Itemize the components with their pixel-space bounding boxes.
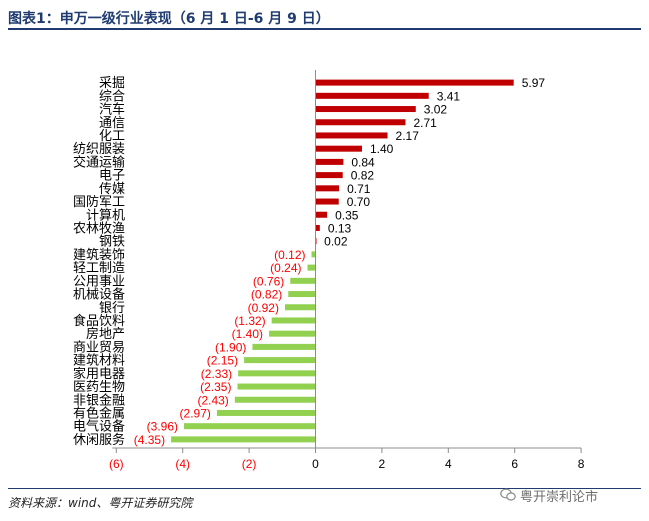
bar-value-label: 1.40 bbox=[370, 142, 394, 156]
bar-value-label: 0.82 bbox=[351, 169, 375, 183]
bar bbox=[315, 224, 320, 231]
category-label: 轻工制造 bbox=[73, 261, 125, 276]
bar bbox=[290, 277, 316, 284]
category-label: 农林牧渔 bbox=[73, 221, 125, 236]
category-label: 采掘 bbox=[99, 76, 125, 91]
bar bbox=[307, 264, 316, 271]
source-note: 资料来源：wind、粤开证券研究院 bbox=[8, 496, 193, 510]
bar-value-label: (1.40) bbox=[232, 327, 263, 341]
category-label: 商业贸易 bbox=[73, 340, 125, 355]
category-label: 传媒 bbox=[99, 182, 125, 197]
bar-value-label: (2.15) bbox=[207, 354, 238, 368]
bar-value-label: (4.35) bbox=[134, 433, 165, 447]
x-tick-label: (6) bbox=[109, 457, 124, 471]
category-label: 综合 bbox=[99, 89, 125, 104]
bar bbox=[315, 106, 416, 113]
category-label: 建筑装饰 bbox=[73, 247, 125, 263]
bar bbox=[315, 92, 429, 99]
title-bar: 图表1：申万一级行业表现（6 月 1 日-6 月 9 日） bbox=[8, 6, 641, 30]
bar bbox=[315, 145, 362, 152]
bar bbox=[269, 330, 316, 337]
x-tick-label: 8 bbox=[578, 457, 585, 471]
bar-value-label: 2.71 bbox=[413, 116, 437, 130]
bar-value-label: 0.71 bbox=[347, 182, 371, 196]
bar-value-label: (0.24) bbox=[270, 261, 301, 275]
bar bbox=[171, 436, 316, 443]
watermark: 粤开崇利论市 bbox=[500, 484, 598, 506]
bar-value-label: (2.33) bbox=[201, 367, 232, 381]
category-label: 钢铁 bbox=[99, 235, 125, 250]
category-label: 化工 bbox=[99, 129, 125, 144]
bar-value-label: 0.35 bbox=[335, 208, 359, 222]
category-label: 食品饮料 bbox=[73, 313, 125, 329]
category-label: 家用电器 bbox=[73, 366, 125, 382]
bar-value-label: 0.70 bbox=[347, 195, 371, 209]
bar bbox=[284, 304, 316, 311]
x-tick-label: 2 bbox=[379, 457, 386, 471]
bar-value-label: (2.43) bbox=[197, 393, 228, 407]
bar-value-label: 5.97 bbox=[522, 76, 546, 90]
bar bbox=[234, 396, 316, 403]
category-label: 房地产 bbox=[86, 326, 125, 342]
bar-value-label: (0.92) bbox=[248, 301, 279, 315]
bar-value-label: (0.76) bbox=[253, 274, 284, 288]
bar-value-label: (2.35) bbox=[200, 380, 231, 394]
bar-value-label: 2.17 bbox=[396, 129, 420, 143]
bar bbox=[315, 211, 328, 218]
bar bbox=[216, 409, 316, 416]
bar-value-label: (0.12) bbox=[274, 248, 305, 262]
category-label: 有色金属 bbox=[73, 405, 125, 421]
bottom-rule bbox=[8, 488, 641, 489]
category-label: 纺织服装 bbox=[73, 142, 125, 157]
bar bbox=[315, 198, 339, 205]
page-title: 图表1：申万一级行业表现（6 月 1 日-6 月 9 日） bbox=[8, 11, 330, 27]
watermark-text: 粤开崇利论市 bbox=[520, 489, 599, 505]
bar bbox=[238, 370, 316, 377]
bar-value-label: 3.41 bbox=[437, 89, 461, 103]
bar bbox=[244, 357, 316, 364]
x-tick-label: (4) bbox=[175, 457, 190, 471]
bar bbox=[315, 185, 340, 192]
category-label: 电气设备 bbox=[73, 419, 125, 435]
category-label: 通信 bbox=[99, 116, 125, 131]
category-label: 建筑材料 bbox=[73, 353, 125, 369]
bar bbox=[237, 383, 316, 390]
bar bbox=[288, 291, 316, 298]
category-label: 交通运输 bbox=[73, 154, 125, 170]
bar-value-label: (2.97) bbox=[180, 406, 211, 420]
bar-value-label: 0.84 bbox=[351, 155, 375, 169]
category-label: 汽车 bbox=[99, 102, 125, 118]
x-tick-label: (2) bbox=[242, 457, 257, 471]
x-tick-label: 0 bbox=[312, 457, 319, 471]
bar bbox=[315, 132, 388, 139]
bar bbox=[271, 317, 316, 324]
category-label: 非银金融 bbox=[73, 392, 125, 408]
bar-value-label: 0.13 bbox=[328, 221, 352, 235]
wechat-icon bbox=[500, 488, 516, 501]
category-label: 计算机 bbox=[86, 208, 125, 223]
bar-value-label: (1.32) bbox=[234, 314, 265, 328]
bar bbox=[252, 343, 316, 350]
bar bbox=[315, 119, 406, 126]
category-label: 国防军工 bbox=[73, 194, 125, 210]
bar-value-label: (1.90) bbox=[215, 340, 246, 354]
bar bbox=[311, 251, 316, 258]
bar bbox=[315, 79, 514, 86]
bar bbox=[315, 172, 343, 179]
x-tick-label: 6 bbox=[511, 457, 518, 471]
category-label: 电子 bbox=[99, 169, 125, 184]
bar bbox=[315, 158, 344, 165]
category-label: 银行 bbox=[99, 301, 125, 316]
category-label: 医药生物 bbox=[73, 380, 125, 395]
category-label: 休闲服务 bbox=[73, 432, 125, 448]
bar bbox=[184, 423, 316, 430]
x-tick-label: 4 bbox=[445, 457, 452, 471]
bar-value-label: (3.96) bbox=[147, 420, 178, 434]
category-label: 机械设备 bbox=[73, 287, 125, 303]
bar-value-label: (0.82) bbox=[251, 288, 282, 302]
bar-value-label: 3.02 bbox=[424, 103, 448, 117]
bar-value-label: 0.02 bbox=[324, 235, 348, 249]
category-label: 公用事业 bbox=[73, 274, 125, 289]
